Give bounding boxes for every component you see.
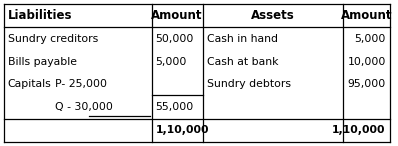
Text: Bills payable: Bills payable — [8, 57, 77, 67]
Text: P- 25,000: P- 25,000 — [55, 79, 107, 89]
Text: 10,000: 10,000 — [347, 57, 386, 67]
Text: 5,000: 5,000 — [354, 34, 386, 44]
Text: Cash at bank: Cash at bank — [207, 57, 278, 67]
Text: 1,10,000: 1,10,000 — [156, 125, 209, 135]
Text: Q - 30,000: Q - 30,000 — [55, 102, 113, 112]
Text: Capitals: Capitals — [8, 79, 52, 89]
Text: Sundry creditors: Sundry creditors — [8, 34, 98, 44]
Text: 50,000: 50,000 — [156, 34, 194, 44]
Text: 5,000: 5,000 — [156, 57, 187, 67]
Text: Assets: Assets — [251, 9, 295, 22]
Text: 1,10,000: 1,10,000 — [332, 125, 386, 135]
Text: 95,000: 95,000 — [347, 79, 386, 89]
Text: Amount: Amount — [151, 9, 203, 22]
Text: Cash in hand: Cash in hand — [207, 34, 277, 44]
Text: Sundry debtors: Sundry debtors — [207, 79, 291, 89]
Text: Liabilities: Liabilities — [8, 9, 72, 22]
Text: 55,000: 55,000 — [156, 102, 194, 112]
Text: Amount: Amount — [341, 9, 392, 22]
